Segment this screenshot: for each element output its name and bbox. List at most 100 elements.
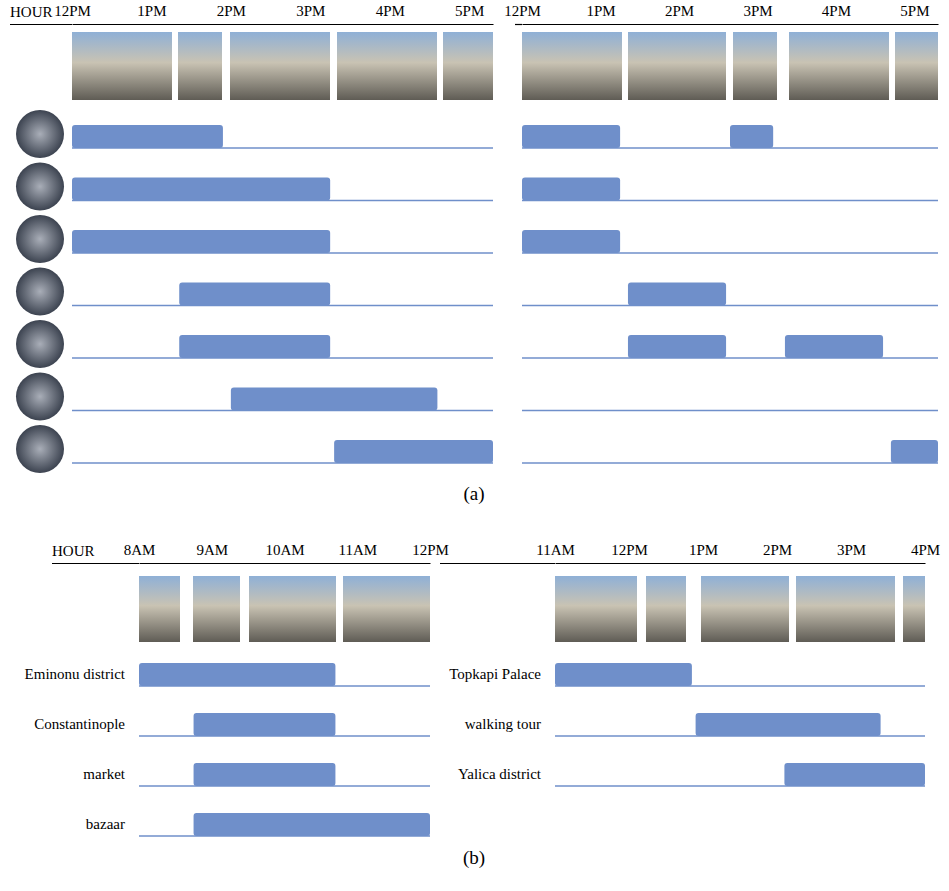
row-line xyxy=(522,410,938,411)
tick-label: 12PM xyxy=(412,542,449,558)
photo xyxy=(646,576,686,642)
x-label: HOUR xyxy=(52,543,95,559)
photo xyxy=(796,576,895,642)
interval-bar xyxy=(194,813,430,836)
tick-label: 5PM xyxy=(455,3,484,19)
caption: (b) xyxy=(463,847,485,869)
x-axis: 12PM 1PM 2PM 3PM 4PM 5PM xyxy=(54,3,493,25)
timeline-figure: HOUR12PM1PM2PM3PM4PM5PM12PM1PM2PM3PM4PM5… xyxy=(10,3,939,505)
interval-bar xyxy=(730,125,773,148)
photo xyxy=(230,32,330,100)
interval-bar xyxy=(334,440,493,463)
row-label: market xyxy=(83,766,125,782)
interval-bar xyxy=(785,335,883,358)
row-label: Constantinople xyxy=(34,716,125,732)
photo xyxy=(178,32,222,100)
tick-label: 2PM xyxy=(665,3,694,19)
tick-label: 12PM xyxy=(54,3,91,19)
row-line xyxy=(522,305,938,306)
tick: 12PM xyxy=(611,542,648,563)
photo xyxy=(139,576,180,642)
thumbnail xyxy=(16,425,64,473)
tick: 10AM xyxy=(265,542,304,563)
tick: 2PM xyxy=(217,3,246,24)
tick: 1PM xyxy=(137,3,166,24)
photo xyxy=(895,32,938,100)
photo xyxy=(628,32,726,100)
tick: 1PM xyxy=(586,3,615,24)
tick-label: 3PM xyxy=(743,3,772,19)
tick: 8AM xyxy=(124,542,156,563)
row-label: Yalica district xyxy=(458,766,542,782)
tick: 4PM xyxy=(911,542,940,563)
interval-bar xyxy=(72,125,223,148)
thumbnail xyxy=(16,320,64,368)
interval-bar xyxy=(891,440,938,463)
tick-label: 4PM xyxy=(822,3,851,19)
interval-bar xyxy=(179,335,330,358)
x-axis: 11AM12PM1PM2PM3PM4PM xyxy=(536,542,940,564)
photo xyxy=(72,32,172,100)
tick-label: 1PM xyxy=(137,3,166,19)
tick: 5PM xyxy=(900,3,929,24)
photo xyxy=(522,32,622,100)
panel: 8AM 9AM 10AM 11AM 12PM Eminonu district Consta… xyxy=(25,542,449,836)
interval-bar xyxy=(522,230,620,253)
tick-label: 11AM xyxy=(536,542,575,558)
photo xyxy=(249,576,336,642)
tick-label: 12PM xyxy=(504,3,541,19)
interval-bar xyxy=(194,713,336,736)
interval-bar xyxy=(72,230,330,253)
tick-label: 5PM xyxy=(900,3,929,19)
tick: 4PM xyxy=(822,3,851,24)
tick-label: 1PM xyxy=(586,3,615,19)
photo xyxy=(903,576,925,642)
tick: 1PM xyxy=(689,542,718,563)
tick: 2PM xyxy=(665,3,694,24)
row-label: Topkapi Palace xyxy=(449,666,541,682)
tick: 12PM xyxy=(412,542,449,563)
interval-bar xyxy=(139,663,335,686)
tick: 11AM xyxy=(338,542,377,563)
figure: HOUR 12PM 1PM 2PM 3PM 4PM 5PM 12PM 1PM 2PM 3PM 4PM 5… xyxy=(0,0,949,891)
tick-label: 12PM xyxy=(611,542,648,558)
tick: 3PM xyxy=(743,3,772,24)
tick: 9AM xyxy=(196,542,228,563)
panel: 12PM 1PM 2PM 3PM 4PM 5PM xyxy=(504,3,938,463)
row-label: walking tour xyxy=(465,716,541,732)
interval-bar xyxy=(628,335,726,358)
tick: 12PM xyxy=(504,3,541,24)
tick-label: 2PM xyxy=(217,3,246,19)
tick: 5PM xyxy=(455,3,484,24)
photo xyxy=(789,32,889,100)
axis-line xyxy=(73,24,494,25)
interval-bar xyxy=(522,178,620,201)
interval-bar xyxy=(628,283,726,306)
tick: 4PM xyxy=(376,3,405,24)
thumbnail xyxy=(16,268,64,316)
interval-bar xyxy=(696,713,881,736)
tick-label: 10AM xyxy=(265,542,304,558)
photo xyxy=(443,32,493,100)
thumbnail xyxy=(16,215,64,263)
caption: (a) xyxy=(463,483,484,505)
panel: 12PM 1PM 2PM 3PM 4PM 5PM xyxy=(10,3,494,463)
thumbnail xyxy=(16,110,64,158)
row-label: Eminonu district xyxy=(25,666,126,682)
interval-bar xyxy=(522,125,620,148)
x-axis: 8AM 9AM 10AM 11AM 12PM xyxy=(124,542,449,564)
tick-label: 3PM xyxy=(296,3,325,19)
tick-label: 9AM xyxy=(196,542,228,558)
axis-line xyxy=(556,563,926,564)
tick-label: 1PM xyxy=(689,542,718,558)
photo xyxy=(193,576,240,642)
interval-bar xyxy=(194,763,336,786)
interval-bar xyxy=(231,388,438,411)
axis-line xyxy=(140,563,431,564)
tick-label: 11AM xyxy=(338,542,377,558)
interval-bar xyxy=(72,178,330,201)
photo xyxy=(733,32,777,100)
tick: 2PM xyxy=(763,542,792,563)
axis-rule xyxy=(515,24,522,25)
tick: 12PM xyxy=(54,3,91,24)
